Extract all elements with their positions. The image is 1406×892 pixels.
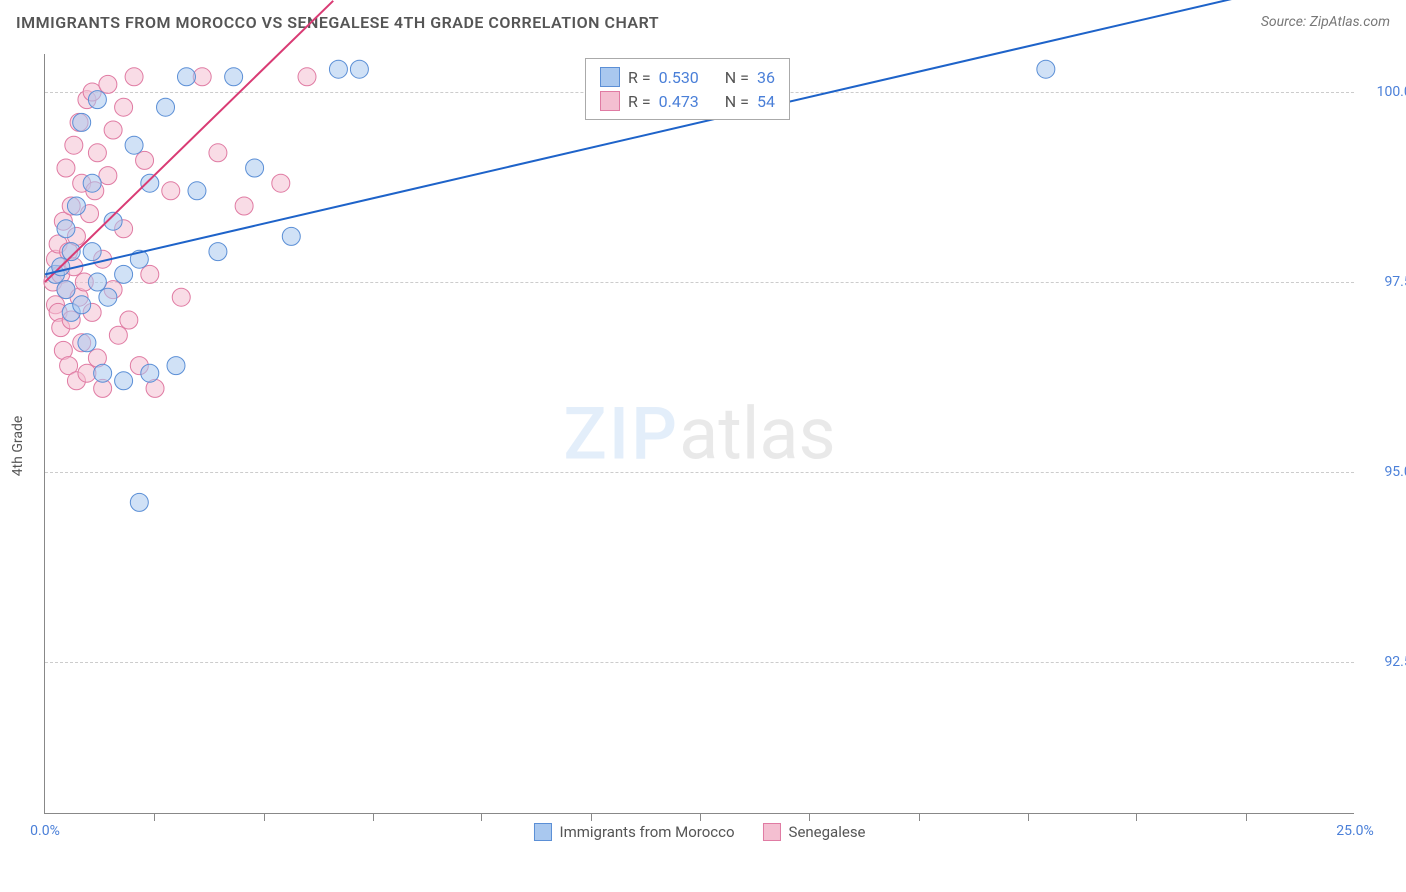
series-legend: Immigrants from Morocco Senegalese	[533, 823, 865, 841]
data-point	[167, 357, 185, 375]
legend-r-value: 0.530	[659, 68, 699, 87]
data-point	[141, 265, 159, 283]
source-label: Source:	[1261, 14, 1306, 30]
x-minor-tick	[591, 813, 592, 821]
data-point	[83, 243, 101, 261]
data-point	[141, 364, 159, 382]
data-point	[235, 197, 253, 215]
legend-swatch	[600, 67, 620, 87]
x-minor-tick	[373, 813, 374, 821]
data-point	[99, 288, 117, 306]
x-minor-tick	[1246, 813, 1247, 821]
data-point	[136, 151, 154, 169]
legend-r-label: R =	[628, 92, 651, 111]
data-point	[125, 68, 143, 86]
y-tick-label: 97.5%	[1362, 274, 1406, 290]
series-legend-label: Immigrants from Morocco	[559, 823, 734, 841]
data-point	[209, 144, 227, 162]
data-point	[99, 75, 117, 93]
data-point	[177, 68, 195, 86]
y-tick-label: 95.0%	[1362, 464, 1406, 480]
x-minor-tick	[700, 813, 701, 821]
data-point	[157, 98, 175, 116]
legend-swatch	[533, 823, 551, 841]
legend-n-label: N =	[725, 92, 749, 111]
data-point	[120, 311, 138, 329]
data-point	[88, 144, 106, 162]
data-point	[78, 334, 96, 352]
series-legend-label: Senegalese	[789, 823, 866, 841]
data-point	[298, 68, 316, 86]
x-minor-tick	[154, 813, 155, 821]
source-name: ZipAtlas.com	[1310, 14, 1390, 30]
data-point	[115, 372, 133, 390]
legend-row: R = 0.530 N = 36	[600, 65, 775, 89]
x-minor-tick	[481, 813, 482, 821]
data-point	[65, 136, 83, 154]
chart-title: IMMIGRANTS FROM MOROCCO VS SENEGALESE 4T…	[16, 13, 659, 32]
legend-n-value: 36	[757, 68, 775, 87]
x-minor-tick	[264, 813, 265, 821]
data-point	[246, 159, 264, 177]
data-point	[88, 273, 106, 291]
data-point	[1037, 60, 1055, 78]
x-minor-tick	[919, 813, 920, 821]
correlation-legend-box: R = 0.530 N = 36 R = 0.473 N = 54	[585, 58, 790, 120]
x-minor-tick	[1028, 813, 1029, 821]
data-point	[83, 174, 101, 192]
data-point	[67, 197, 85, 215]
data-point	[125, 136, 143, 154]
legend-r-value: 0.473	[659, 92, 699, 111]
data-point	[209, 243, 227, 261]
data-point	[109, 326, 127, 344]
y-tick-label: 92.5%	[1362, 654, 1406, 670]
legend-row: R = 0.473 N = 54	[600, 89, 775, 113]
data-point	[99, 167, 117, 185]
data-point	[282, 227, 300, 245]
x-minor-tick	[809, 813, 810, 821]
data-point	[172, 288, 190, 306]
data-point	[57, 220, 75, 238]
legend-swatch	[600, 91, 620, 111]
data-point	[162, 182, 180, 200]
data-point	[141, 174, 159, 192]
data-point	[73, 296, 91, 314]
data-point	[272, 174, 290, 192]
data-point	[88, 91, 106, 109]
data-point	[73, 113, 91, 131]
y-tick-label: 100.0%	[1362, 84, 1406, 100]
data-point	[188, 182, 206, 200]
data-point	[350, 60, 368, 78]
data-point	[225, 68, 243, 86]
data-point	[94, 364, 112, 382]
data-point	[115, 265, 133, 283]
legend-n-label: N =	[725, 68, 749, 87]
x-tick-label: 25.0%	[1336, 823, 1374, 839]
legend-n-value: 54	[757, 92, 775, 111]
series-legend-item: Immigrants from Morocco	[533, 823, 734, 841]
data-point	[115, 98, 133, 116]
chart-source: Source: ZipAtlas.com	[1261, 14, 1390, 30]
data-point	[57, 159, 75, 177]
series-legend-item: Senegalese	[763, 823, 866, 841]
legend-swatch	[763, 823, 781, 841]
data-point	[104, 121, 122, 139]
data-point	[130, 493, 148, 511]
x-tick-label: 0.0%	[30, 823, 60, 839]
legend-r-label: R =	[628, 68, 651, 87]
data-point	[329, 60, 347, 78]
y-axis-label: 4th Grade	[10, 416, 26, 477]
plot-area: ZIPatlas R =0.530N =36R =0.473N =54 Immi…	[44, 54, 1354, 814]
x-minor-tick	[1136, 813, 1137, 821]
data-point	[57, 281, 75, 299]
chart-svg	[45, 54, 1354, 813]
